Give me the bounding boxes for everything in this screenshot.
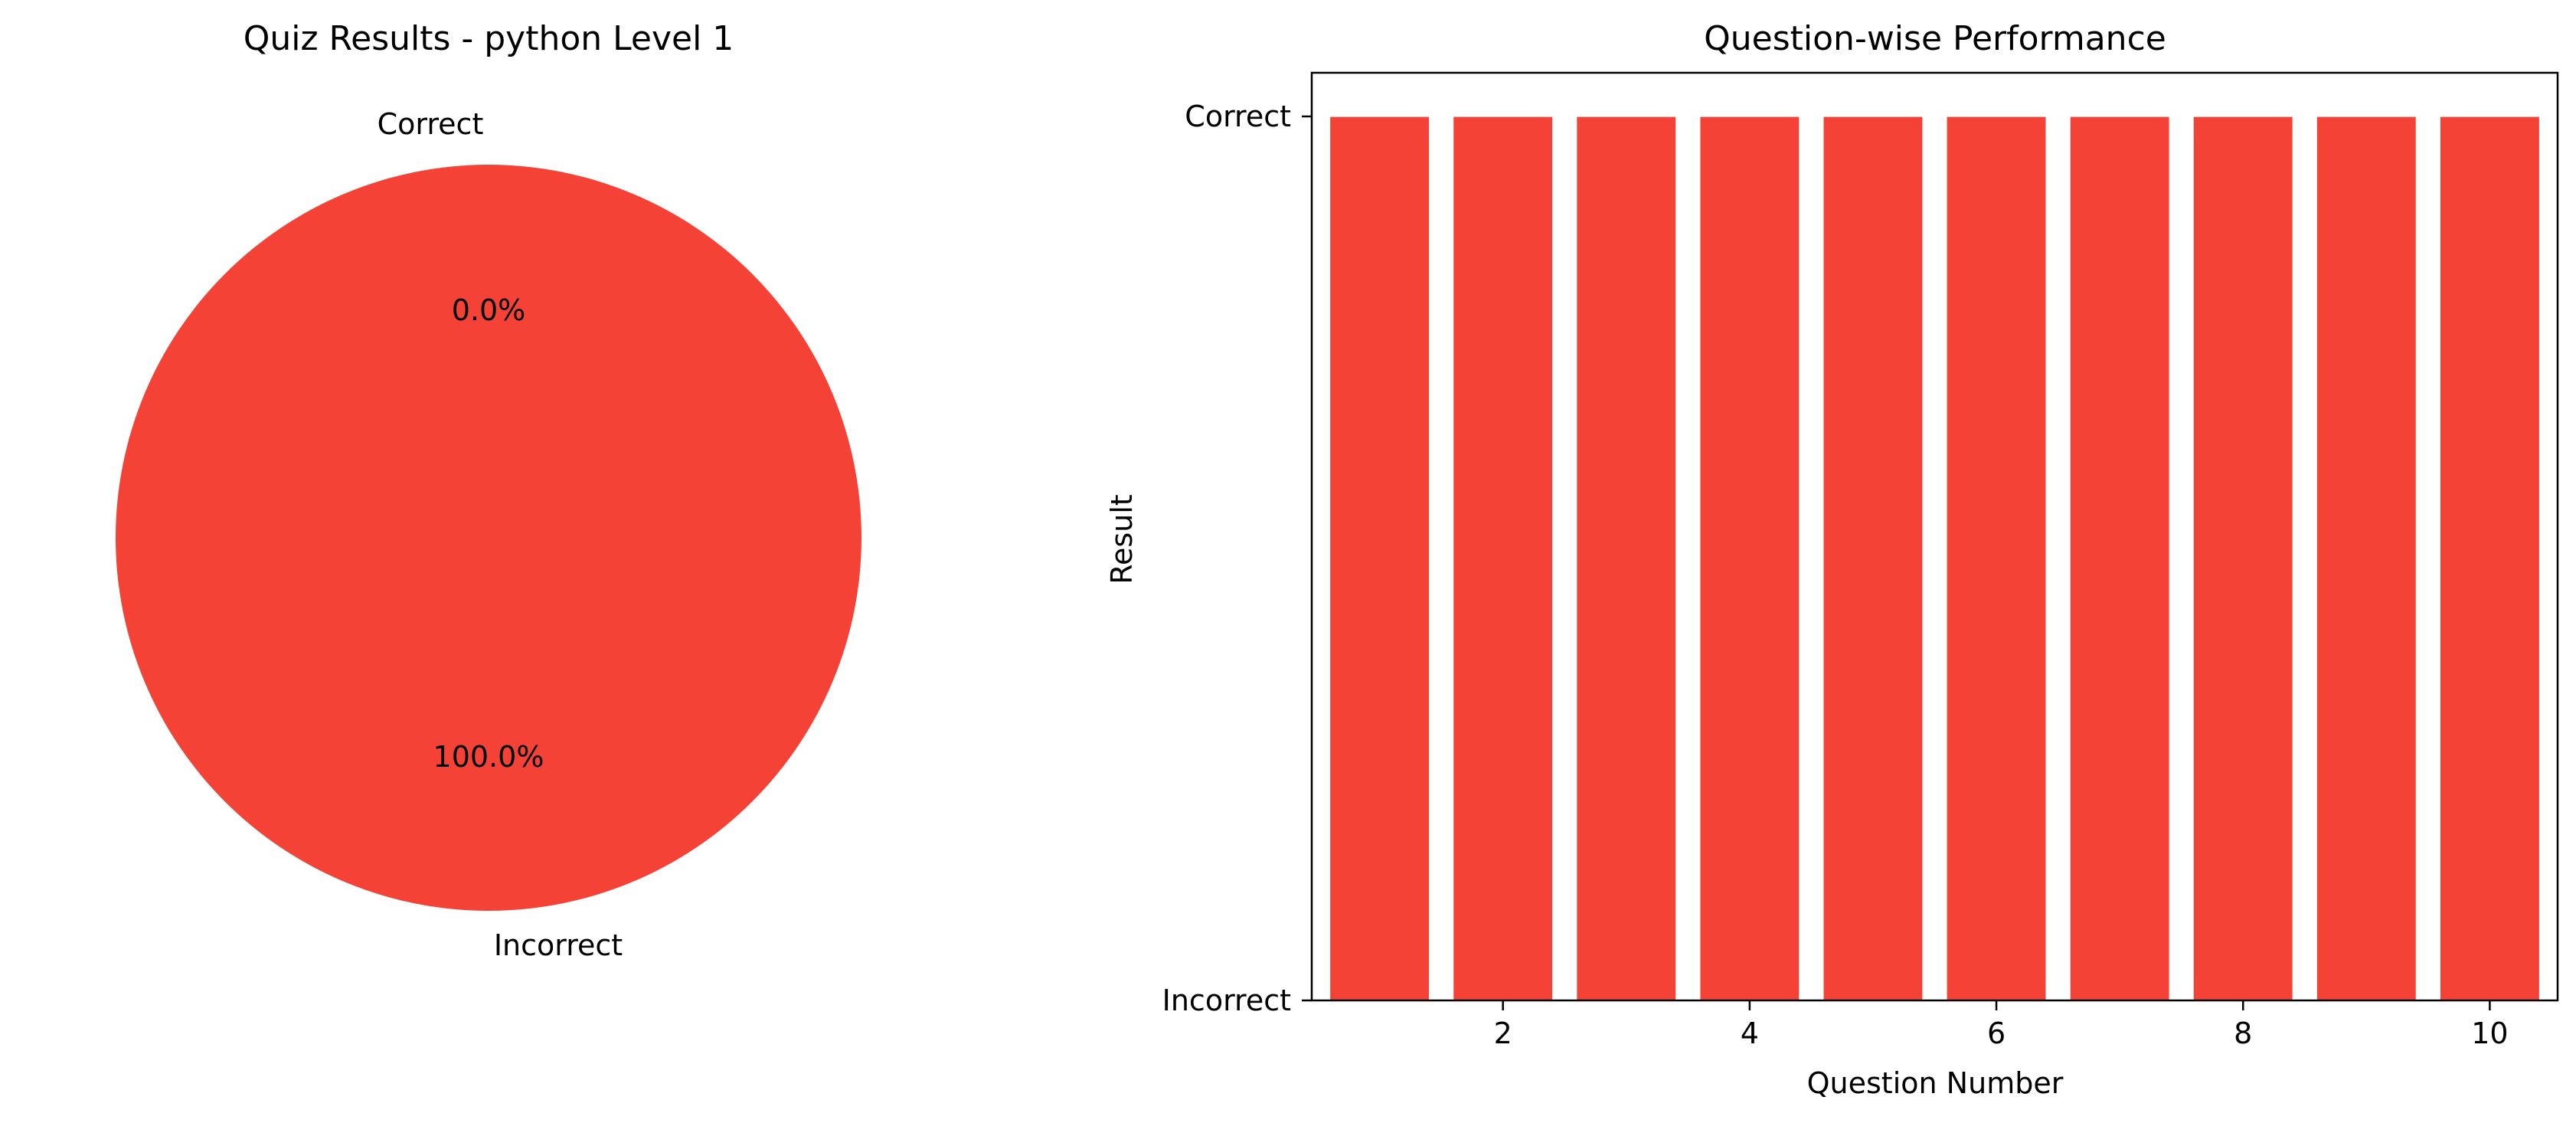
bar-question-4 (1700, 116, 1800, 1001)
pie-label-correct: Correct (378, 107, 484, 141)
x-tick-label-10: 10 (2471, 1017, 2508, 1050)
bar-question-2 (1453, 116, 1553, 1001)
bar-question-6 (1947, 116, 2046, 1001)
pie-title: Quiz Results - python Level 1 (244, 19, 734, 58)
x-ticks: 2 4 6 8 10 (1494, 1000, 2509, 1050)
pie-pct-correct: 0.0% (452, 293, 526, 327)
bar-question-5 (1823, 116, 1923, 1001)
pie-slices (116, 165, 861, 911)
x-tick-label-2: 2 (1494, 1017, 1512, 1050)
x-tick-label-4: 4 (1741, 1017, 1759, 1050)
pie-pct-incorrect: 100.0% (433, 740, 544, 774)
bar-question-9 (2316, 116, 2416, 1001)
pie-chart: Quiz Results - python Level 1 Correct 0.… (116, 19, 861, 962)
x-tick-label-6: 6 (1987, 1017, 2006, 1050)
x-axis-label: Question Number (1807, 1066, 2064, 1100)
bars (1330, 116, 2539, 1001)
x-tick-label-8: 8 (2234, 1017, 2252, 1050)
bar-chart: Question-wise Performance Correct Incorr… (1105, 19, 2559, 1100)
bar-question-8 (2193, 116, 2293, 1001)
y-axis-label: Result (1105, 494, 1139, 584)
bar-question-1 (1330, 116, 1430, 1001)
pie-label-incorrect: Incorrect (494, 928, 623, 962)
y-tick-label-incorrect: Incorrect (1162, 984, 1291, 1017)
y-tick-label-correct: Correct (1185, 100, 1291, 133)
bar-question-7 (2070, 116, 2169, 1001)
bar-title: Question-wise Performance (1704, 19, 2166, 58)
bar-question-10 (2440, 116, 2539, 1001)
plot-area-frame (1310, 71, 2559, 1002)
pie-slice-incorrect (116, 165, 861, 911)
bar-question-3 (1577, 116, 1676, 1001)
